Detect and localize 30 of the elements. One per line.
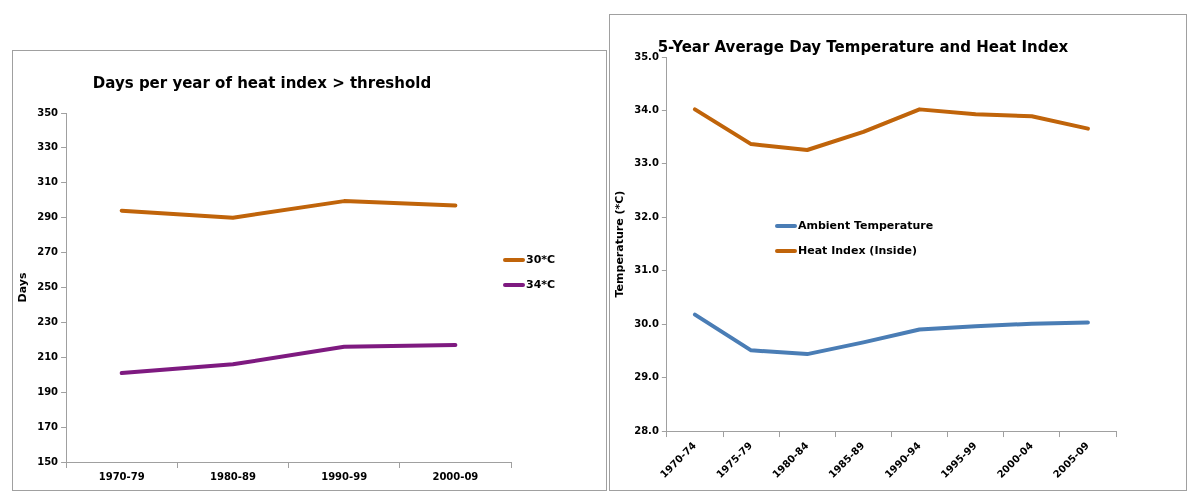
y-tick-label: 31.0 [634,264,659,276]
y-tick-label: 30.0 [634,317,659,329]
x-tick-label: 1990-99 [321,470,368,482]
y-tick-label: 34.0 [634,104,659,116]
legend-label: 30*C [526,253,556,266]
y-tick-label: 32.0 [634,210,659,222]
legend-label: Ambient Temperature [798,219,934,232]
y-tick-label: 270 [37,246,59,258]
legend-label: 34*C [526,278,556,291]
y-tick-label: 350 [37,106,59,118]
y-tick-label: 29.0 [634,371,659,383]
x-tick-label: 1970-79 [98,470,145,482]
x-tick-label: 2000-09 [432,470,479,482]
y-axis-title: Days [16,272,30,303]
y-tick-label: 190 [37,385,59,397]
y-tick-label: 290 [37,211,59,223]
y-tick-label: 28.0 [634,424,659,436]
y-tick-label: 330 [37,141,59,153]
y-axis-title: Temperature (*C) [613,190,627,298]
y-tick-label: 33.0 [634,157,659,169]
y-tick-label: 230 [37,315,59,327]
x-tick-label: 1980-89 [209,470,256,482]
y-tick-label: 170 [37,420,59,432]
y-tick-label: 210 [37,350,59,362]
y-tick-label: 310 [37,176,59,188]
y-tick-label: 150 [37,455,59,467]
legend-label: Heat Index (Inside) [798,244,917,257]
chart-title: Days per year of heat index > threshold [92,73,432,92]
y-tick-label: 35.0 [634,50,659,62]
y-tick-label: 250 [37,281,59,293]
